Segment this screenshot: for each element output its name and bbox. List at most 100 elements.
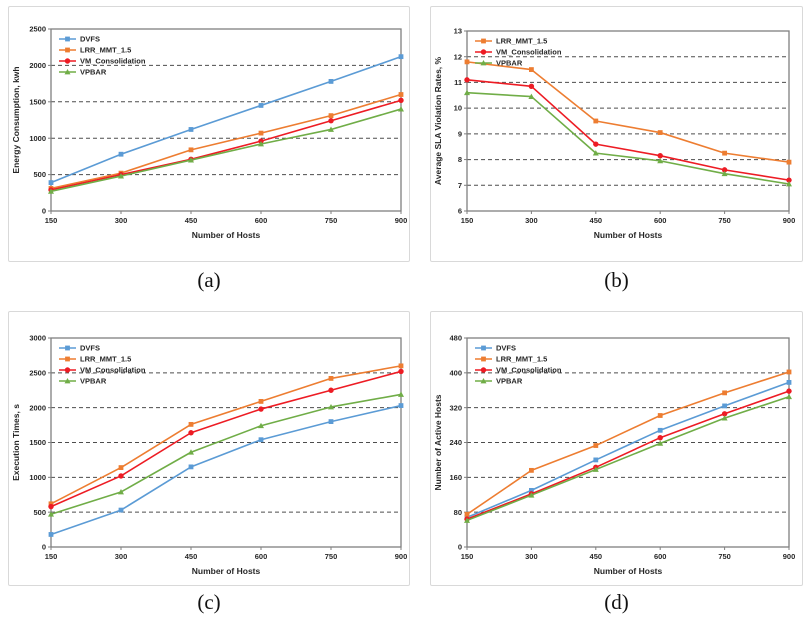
series-VM_Consolidation [48,368,404,510]
x-axis-title: Number of Hosts [192,566,261,576]
svg-text:300: 300 [525,552,538,561]
svg-text:150: 150 [45,216,58,225]
series-VPBAR [464,393,792,523]
svg-text:900: 900 [783,216,796,225]
svg-text:240: 240 [449,438,462,447]
series-LRR_MMT_1.5 [48,363,404,507]
svg-text:0: 0 [42,543,46,552]
svg-text:LRR_MMT_1.5: LRR_MMT_1.5 [80,46,131,55]
svg-text:1000: 1000 [29,134,46,143]
svg-text:0: 0 [458,543,462,552]
svg-text:750: 750 [718,552,731,561]
svg-text:600: 600 [255,216,268,225]
svg-text:750: 750 [325,552,338,561]
y-axis: 0 80 160 240 320 400 480 [449,334,467,552]
svg-text:300: 300 [115,216,128,225]
y-axis-title: Energy Consumption, kwh [11,66,21,173]
svg-text:LRR_MMT_1.5: LRR_MMT_1.5 [496,355,547,364]
svg-text:8: 8 [458,155,462,164]
svg-text:150: 150 [461,216,474,225]
svg-text:VPBAR: VPBAR [496,59,523,68]
plot-border [466,30,790,212]
series-VPBAR [464,89,792,187]
chart-c: 0 500 1000 1500 2000 2500 3000 150 300 450 600 750 9… [9,312,409,585]
series-VPBAR [48,106,404,194]
svg-text:400: 400 [449,368,462,377]
series-DVFS [48,403,404,537]
svg-text:VPBAR: VPBAR [80,377,107,386]
svg-text:6: 6 [458,207,462,216]
x-axis: 150 300 450 600 750 900 [45,211,408,225]
y-axis-title: Number of Active Hosts [433,394,443,490]
x-axis: 150 300 450 600 750 900 [461,211,796,225]
svg-text:VPBAR: VPBAR [496,377,523,386]
svg-text:VM_Consolidation: VM_Consolidation [80,57,146,66]
legend: DVFS LRR_MMT_1.5 VM_Consolidation VPBAR [59,35,146,77]
figure-panel-d: 0 80 160 240 320 400 480 150 300 450 600 750 900 Numb… [430,311,803,586]
svg-text:VM_Consolidation: VM_Consolidation [496,48,562,57]
svg-text:10: 10 [454,104,462,113]
chart-a: 0 500 1000 1500 2000 2500 150 300 450 600 750 900 Nu… [9,7,409,261]
gridlines [51,372,401,513]
svg-text:450: 450 [590,216,603,225]
svg-text:DVFS: DVFS [80,344,100,353]
x-axis: 150 300 450 600 750 900 [461,547,795,561]
svg-text:12: 12 [454,52,462,61]
svg-text:600: 600 [255,552,268,561]
svg-text:750: 750 [325,216,338,225]
svg-text:500: 500 [33,170,46,179]
caption-a: (a) [197,268,221,292]
svg-text:VPBAR: VPBAR [80,68,107,77]
series-VM_Consolidation [464,77,792,183]
svg-text:2500: 2500 [29,25,46,34]
series-LRR_MMT_1.5 [464,59,792,165]
x-axis-title: Number of Hosts [594,566,663,576]
svg-text:450: 450 [590,552,603,561]
svg-text:2000: 2000 [29,61,46,70]
figure-panel-a: 0 500 1000 1500 2000 2500 150 300 450 600 750 900 Nu… [8,6,410,262]
svg-text:11: 11 [454,78,462,87]
caption-b: (b) [604,268,629,292]
svg-text:VM_Consolidation: VM_Consolidation [496,366,562,375]
svg-text:750: 750 [718,216,731,225]
svg-text:7: 7 [458,181,462,190]
svg-text:160: 160 [449,473,462,482]
plot-border [50,28,402,212]
series-DVFS [464,380,792,520]
svg-text:300: 300 [115,552,128,561]
svg-text:300: 300 [525,216,538,225]
svg-text:320: 320 [449,403,462,412]
svg-text:2500: 2500 [29,368,46,377]
y-axis: 0 500 1000 1500 2000 2500 [29,25,51,216]
x-axis-title: Number of Hosts [594,230,663,240]
svg-text:LRR_MMT_1.5: LRR_MMT_1.5 [80,355,131,364]
legend: DVFS LRR_MMT_1.5 VM_Consolidation VPBAR [59,344,146,386]
series-VM_Consolidation [48,97,404,193]
svg-text:900: 900 [395,216,408,225]
x-axis-title: Number of Hosts [192,230,261,240]
svg-text:450: 450 [185,552,198,561]
svg-text:500: 500 [33,508,46,517]
chart-d: 0 80 160 240 320 400 480 150 300 450 600 750 900 Numb… [431,312,802,585]
svg-text:DVFS: DVFS [80,35,100,44]
svg-text:600: 600 [654,552,667,561]
series-LRR_MMT_1.5 [464,369,792,517]
figure-panel-b: 6 7 8 9 10 11 12 13 150 300 450 600 750 900 Number of … [430,6,803,262]
svg-text:150: 150 [461,552,474,561]
svg-text:DVFS: DVFS [496,344,516,353]
svg-text:9: 9 [458,129,462,138]
chart-svg-a: 0 500 1000 1500 2000 2500 150 300 450 600 750 900 Nu… [11,25,408,240]
svg-text:1000: 1000 [29,473,46,482]
svg-text:13: 13 [454,27,462,36]
svg-text:LRR_MMT_1.5: LRR_MMT_1.5 [496,37,547,46]
legend: DVFS LRR_MMT_1.5 VM_Consolidation VPBAR [475,344,562,386]
svg-text:1500: 1500 [29,438,46,447]
svg-text:0: 0 [42,207,46,216]
legend: LRR_MMT_1.5 VM_Consolidation VPBAR [475,37,562,68]
gridlines [467,372,789,513]
series-VPBAR [48,391,404,517]
svg-text:900: 900 [395,552,408,561]
x-axis: 150 300 450 600 750 900 [45,547,408,561]
gridlines [467,56,789,186]
